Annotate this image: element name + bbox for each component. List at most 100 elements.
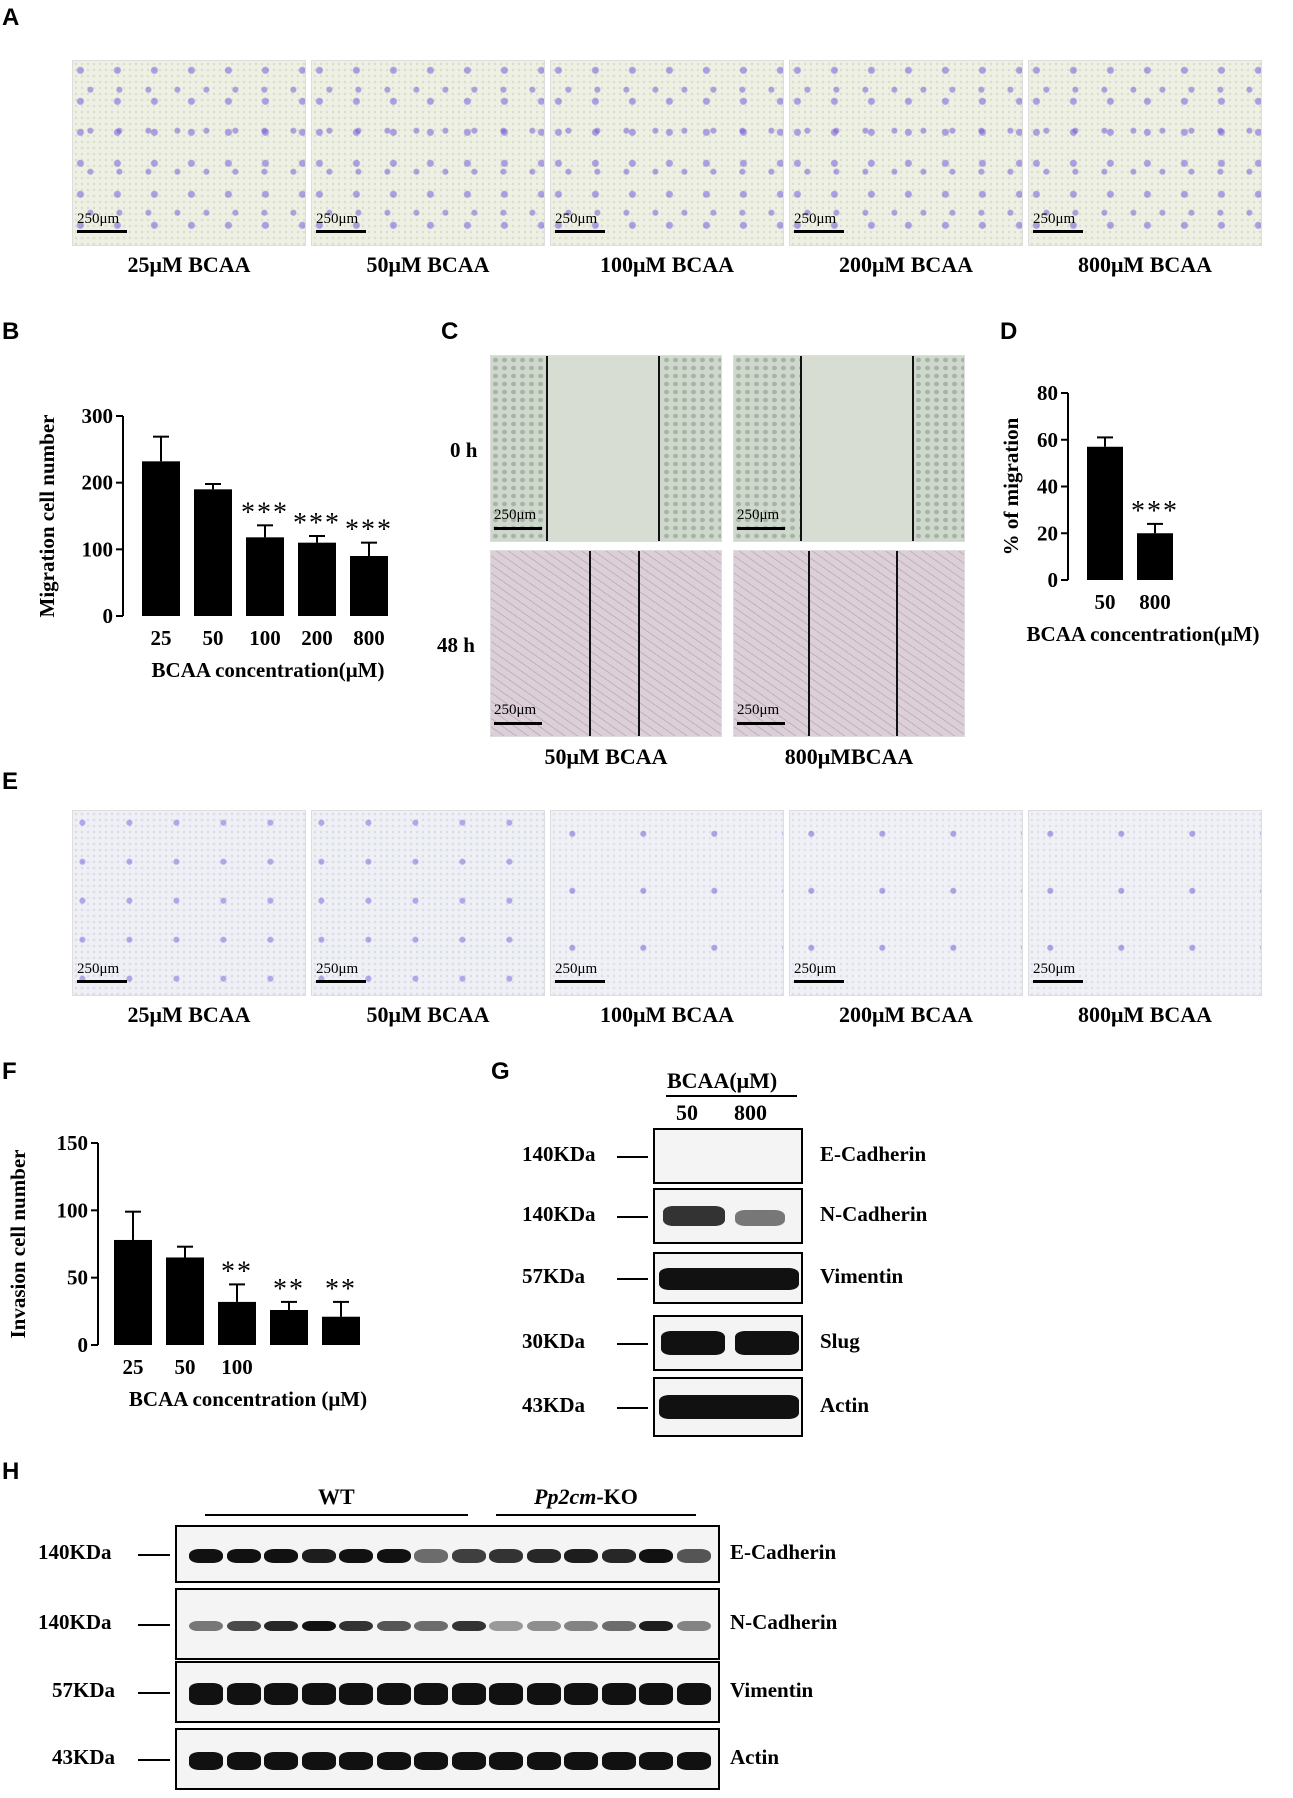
blot-g-mw-0: 140KDa — [522, 1142, 596, 1166]
caption-rowE-3: 200μM BCAA — [838, 1002, 974, 1027]
scale-bar — [794, 230, 844, 233]
x-tick-label: 25 — [151, 626, 172, 650]
row-label-48h: 48 h — [437, 633, 475, 657]
scratch-50-0h: 250μm — [490, 355, 722, 542]
scale-bar — [494, 527, 542, 530]
scale-bar — [555, 230, 605, 233]
significance-mark: ** — [273, 1274, 305, 1305]
x-tick-label: 800 — [353, 626, 385, 650]
scale-bar — [737, 527, 785, 530]
blot-band — [376, 1621, 411, 1631]
scale-bar-label: 250μm — [77, 961, 120, 977]
y-tick-label: 0 — [1048, 568, 1059, 592]
transwell-image-1: 250μm — [311, 60, 545, 246]
y-tick-label: 60 — [1037, 428, 1058, 452]
scale-bar — [316, 980, 366, 983]
blot-band — [735, 1210, 785, 1226]
blot-g-strip-1 — [653, 1188, 803, 1244]
blot-band — [451, 1621, 486, 1631]
blot-g-mw-4: 43KDa — [522, 1393, 585, 1417]
blot-band — [676, 1549, 711, 1563]
panel-a-letter: A — [2, 4, 20, 31]
scale-bar-label: 250μm — [737, 507, 780, 523]
y-tick-label: 100 — [57, 1198, 89, 1222]
blot-g-mw-1: 140KDa — [522, 1202, 596, 1226]
blot-h-mw-3: 43KDa — [52, 1745, 115, 1769]
panel-h-letter: H — [2, 1458, 20, 1485]
y-tick-label: 80 — [1037, 381, 1058, 405]
blot-band — [226, 1621, 261, 1631]
x-axis-label: BCAA concentration(μM) — [152, 658, 385, 682]
blot-band — [339, 1549, 373, 1563]
blot-band — [414, 1621, 448, 1631]
row-label-0h: 0 h — [450, 438, 478, 462]
scratch-50-48h: 250μm — [490, 550, 722, 737]
blot-band — [226, 1683, 261, 1705]
significance-mark: ** — [221, 1256, 253, 1287]
y-tick-label: 40 — [1037, 475, 1058, 499]
blot-g-protein-3: Slug — [820, 1329, 860, 1353]
y-axis-label: Invasion cell number — [8, 1149, 30, 1338]
scale-bar-label: 250μm — [77, 211, 120, 227]
scale-bar — [316, 230, 366, 233]
blot-band — [639, 1621, 673, 1631]
blot-g-header-line — [666, 1095, 797, 1097]
lane-label-50: 50 — [676, 1100, 698, 1125]
scale-bar-label: 250μm — [316, 211, 359, 227]
bar-3 — [270, 1309, 308, 1345]
blot-band — [564, 1549, 598, 1563]
blot-band — [301, 1683, 336, 1705]
blot-band — [301, 1549, 336, 1563]
blot-band — [564, 1752, 598, 1770]
blot-band — [339, 1621, 373, 1631]
blot-h-mw-1: 140KDa — [38, 1610, 112, 1634]
lane-label-800: 800 — [734, 1100, 767, 1125]
mw-tick — [617, 1278, 648, 1280]
blot-band — [526, 1549, 561, 1563]
blot-band — [489, 1683, 523, 1705]
scale-bar-label: 250μm — [1033, 211, 1076, 227]
scale-bar-label: 250μm — [555, 961, 598, 977]
blot-band — [226, 1549, 261, 1563]
transwell-image-4: 250μm — [1028, 60, 1262, 246]
blot-band — [301, 1752, 336, 1770]
blot-h-protein-0: E-Cadherin — [730, 1540, 837, 1564]
scale-bar-label: 250μm — [555, 211, 598, 227]
scale-bar — [737, 722, 785, 725]
mw-tick — [138, 1554, 170, 1556]
percent-migration-bar-chart: 0 20 40 60 80 % of migration 50 *** 800 BCAA conc… — [999, 381, 1259, 646]
significance-mark: *** — [241, 497, 289, 528]
blot-h-protein-2: Vimentin — [730, 1678, 814, 1702]
bar-0 — [142, 461, 180, 616]
x-tick-label: 200 — [301, 626, 333, 650]
transwell-image-3: 250μm — [789, 60, 1023, 246]
blot-h-strip-0 — [175, 1525, 720, 1583]
bar-4 — [322, 1316, 360, 1345]
group-label-wt: WT — [318, 1484, 355, 1509]
blot-band — [526, 1752, 561, 1770]
blot-g-strip-2 — [653, 1252, 803, 1304]
blot-band — [376, 1752, 411, 1770]
blot-band — [676, 1683, 711, 1705]
significance-mark: *** — [345, 515, 393, 546]
y-tick-label: 300 — [82, 404, 114, 428]
blot-band — [489, 1621, 523, 1631]
mw-tick — [138, 1692, 170, 1694]
scale-bar-label: 250μm — [794, 211, 837, 227]
blot-band — [601, 1549, 636, 1563]
scale-bar — [555, 980, 605, 983]
significance-mark: *** — [293, 508, 341, 539]
blot-band — [226, 1752, 261, 1770]
blot-band — [639, 1752, 673, 1770]
blot-band — [189, 1549, 223, 1563]
panel-b-letter: B — [2, 318, 20, 345]
blot-h-mw-0: 140KDa — [38, 1540, 112, 1564]
x-tick-label: 100 — [249, 626, 281, 650]
blot-g-strip-4 — [653, 1377, 803, 1437]
bar-0 — [114, 1239, 152, 1345]
blot-band — [526, 1621, 561, 1631]
scale-bar-label: 250μm — [1033, 961, 1076, 977]
y-tick-label: 0 — [103, 604, 114, 628]
x-tick-label: 50 — [175, 1355, 196, 1379]
caption-rowA-3: 200μM BCAA — [838, 252, 974, 277]
